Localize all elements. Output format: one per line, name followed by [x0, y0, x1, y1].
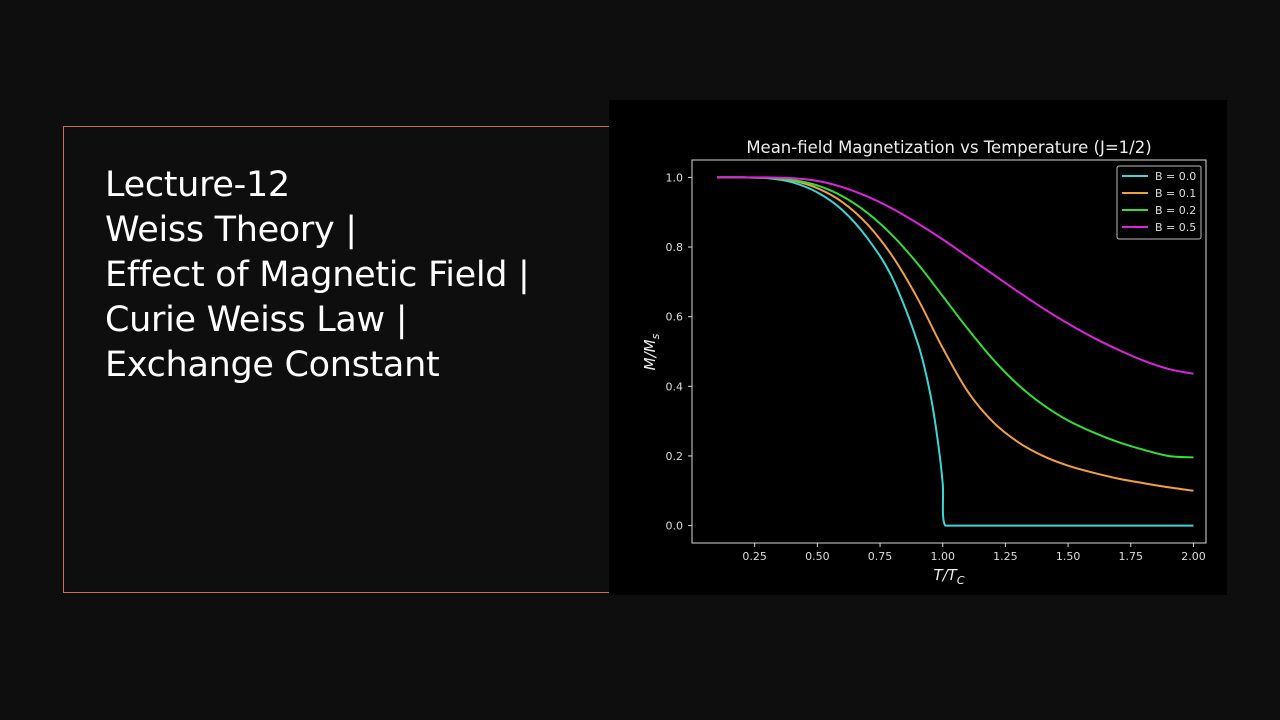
x-axis-label-sub: C: [957, 574, 965, 587]
series-line-3: [717, 176, 1194, 375]
axis-ticks: 0.25 0.50 0.75 1.00 1.25 1.50 1.75 2.00 0.0 0.2 0.…: [666, 171, 1206, 563]
y-tick-label: 0.8: [666, 241, 684, 254]
magnetization-chart: Mean-field Magnetization vs Temperature …: [641, 138, 1207, 587]
legend-label: B = 0.1: [1155, 187, 1196, 200]
x-tick-label: 1.75: [1119, 550, 1144, 563]
y-axis-label: M/Ms: [641, 333, 662, 370]
x-axis-label-main: T/T: [933, 566, 958, 584]
y-tick-label: 0.4: [666, 380, 684, 393]
legend-label: B = 0.5: [1155, 221, 1196, 234]
title-line-exchange-constant: Exchange Constant: [105, 345, 440, 385]
y-tick-label: 0.6: [666, 311, 684, 324]
legend: B = 0.0 B = 0.1 B = 0.2 B = 0.5: [1116, 165, 1202, 240]
title-line-curie-weiss-law: Curie Weiss Law |: [105, 300, 408, 340]
chart-title: Mean-field Magnetization vs Temperature …: [746, 138, 1151, 157]
series-lines: [717, 176, 1194, 527]
lecture-number: Lecture-12: [105, 165, 290, 205]
x-tick-label: 0.75: [868, 550, 893, 563]
y-axis-label-main: M/M: [641, 339, 659, 370]
y-axis-label-sub: s: [649, 333, 662, 339]
chart-panel: Mean-field Magnetization vs Temperature …: [609, 100, 1227, 595]
x-tick-label: 1.50: [1056, 550, 1081, 563]
x-tick-label: 1.25: [993, 550, 1018, 563]
y-tick-label: 1.0: [666, 171, 684, 184]
y-tick-label: 0.0: [666, 520, 684, 533]
y-tick-label: 0.2: [666, 450, 684, 463]
slide-title-block: Lecture-12 Weiss Theory | Effect of Magn…: [105, 163, 530, 388]
x-tick-label: 0.25: [742, 550, 767, 563]
legend-box: [1116, 165, 1202, 240]
series-line-2: [717, 176, 1194, 459]
series-line-0: [717, 176, 1194, 527]
x-tick-label: 2.00: [1181, 550, 1206, 563]
plot-frame: [691, 159, 1207, 544]
x-axis-label: T/TC: [933, 566, 964, 587]
x-tick-label: 1.00: [930, 550, 955, 563]
title-line-magnetic-field: Effect of Magnetic Field |: [105, 255, 530, 295]
legend-label: B = 0.0: [1155, 170, 1196, 183]
title-line-weiss-theory: Weiss Theory |: [105, 210, 357, 250]
legend-label: B = 0.2: [1155, 204, 1196, 217]
x-tick-label: 0.50: [805, 550, 830, 563]
